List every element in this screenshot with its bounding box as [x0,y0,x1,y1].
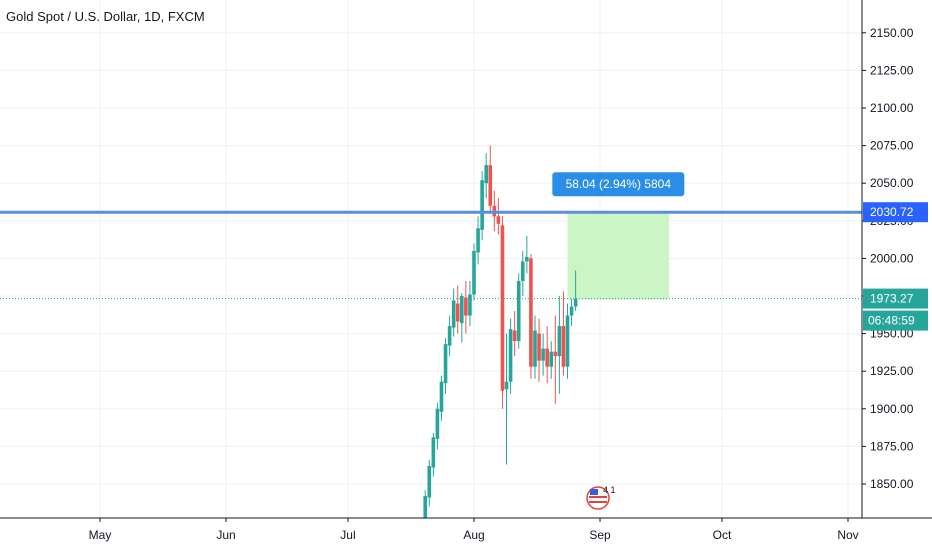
candle-body [500,225,505,391]
candle-body [545,348,549,367]
candle-body [451,300,456,328]
candle-body [537,333,541,361]
x-tick-label: Aug [463,528,484,542]
candle-body [435,408,440,439]
flag-icon-canton [590,489,598,495]
price-axis-background [862,0,932,518]
candle-body [480,180,484,230]
candle-body [455,303,460,322]
candle-body [557,326,562,357]
candlestick-series [423,145,578,550]
countdown-box [863,310,928,331]
price-labels: 2030.72 1973.27 06:48:59 [863,202,928,331]
time-axis[interactable]: May Jun Jul Aug Sep Oct Nov [89,518,859,542]
y-tick-label: 1900.00 [870,402,914,416]
candle-body [529,258,533,367]
flag-icon-stripe [589,501,607,503]
candle-body [508,329,513,382]
measure-range-box[interactable] [567,212,670,300]
candle-body [472,250,476,295]
candle-body [447,326,452,346]
candle-body [549,351,554,367]
candle-body [464,297,468,316]
candle-body [468,294,472,316]
y-tick-label: 1850.00 [870,477,914,491]
candle-body [431,437,436,468]
flag-icon-stripe [589,496,607,498]
x-tick-label: Oct [713,528,732,542]
candle-body [516,280,521,342]
candle-body [573,299,578,307]
candle-body [443,344,448,384]
price-label-text: 1973.27 [870,292,914,306]
grid-lines [0,0,862,518]
candle-body [460,296,464,324]
flag-icon[interactable]: 4 1 [586,485,616,510]
y-tick-label: 2000.00 [870,251,914,265]
candle-body [512,330,517,342]
price-label-box [863,202,928,223]
price-label-text: 2030.72 [870,205,914,219]
event-badge-count: 4 1 [603,485,616,495]
x-tick-label: Jul [340,528,355,542]
candle-body [520,261,525,281]
candle-body [504,381,509,390]
candle-body [533,330,537,367]
candle-body [565,315,570,367]
price-label-box [863,288,928,309]
y-tick-label: 1925.00 [870,364,914,378]
candle-body [525,256,529,262]
y-tick-label: 1875.00 [870,439,914,453]
candle-body [553,351,558,357]
countdown-text: 06:48:59 [868,314,915,328]
candle-body [488,165,493,206]
measure-label-box [552,172,685,197]
x-tick-label: Jun [216,528,235,542]
candle-body [569,306,574,316]
candle-body [439,381,444,412]
y-tick-label: 2075.00 [870,139,914,153]
drawings-overlay: 58.04 (2.94%) 5804 [0,172,862,300]
y-tick-label: 2050.00 [870,176,914,190]
candle-body [496,216,501,224]
measure-label-text: 58.04 (2.94%) 5804 [566,177,672,191]
x-tick-label: Sep [589,528,611,542]
candle-body [561,326,566,367]
time-axis-background [0,518,932,550]
x-tick-label: May [89,528,112,542]
candle-body [427,465,432,498]
x-tick-label: Nov [837,528,858,542]
candle-body [476,228,480,253]
y-tick-label: 2100.00 [870,101,914,115]
candle-body [541,348,545,361]
y-tick-label: 2125.00 [870,63,914,77]
candle-body [484,165,488,184]
y-tick-label: 2150.00 [870,26,914,40]
chart-title: Gold Spot / U.S. Dollar, 1D, FXCM [6,9,205,24]
